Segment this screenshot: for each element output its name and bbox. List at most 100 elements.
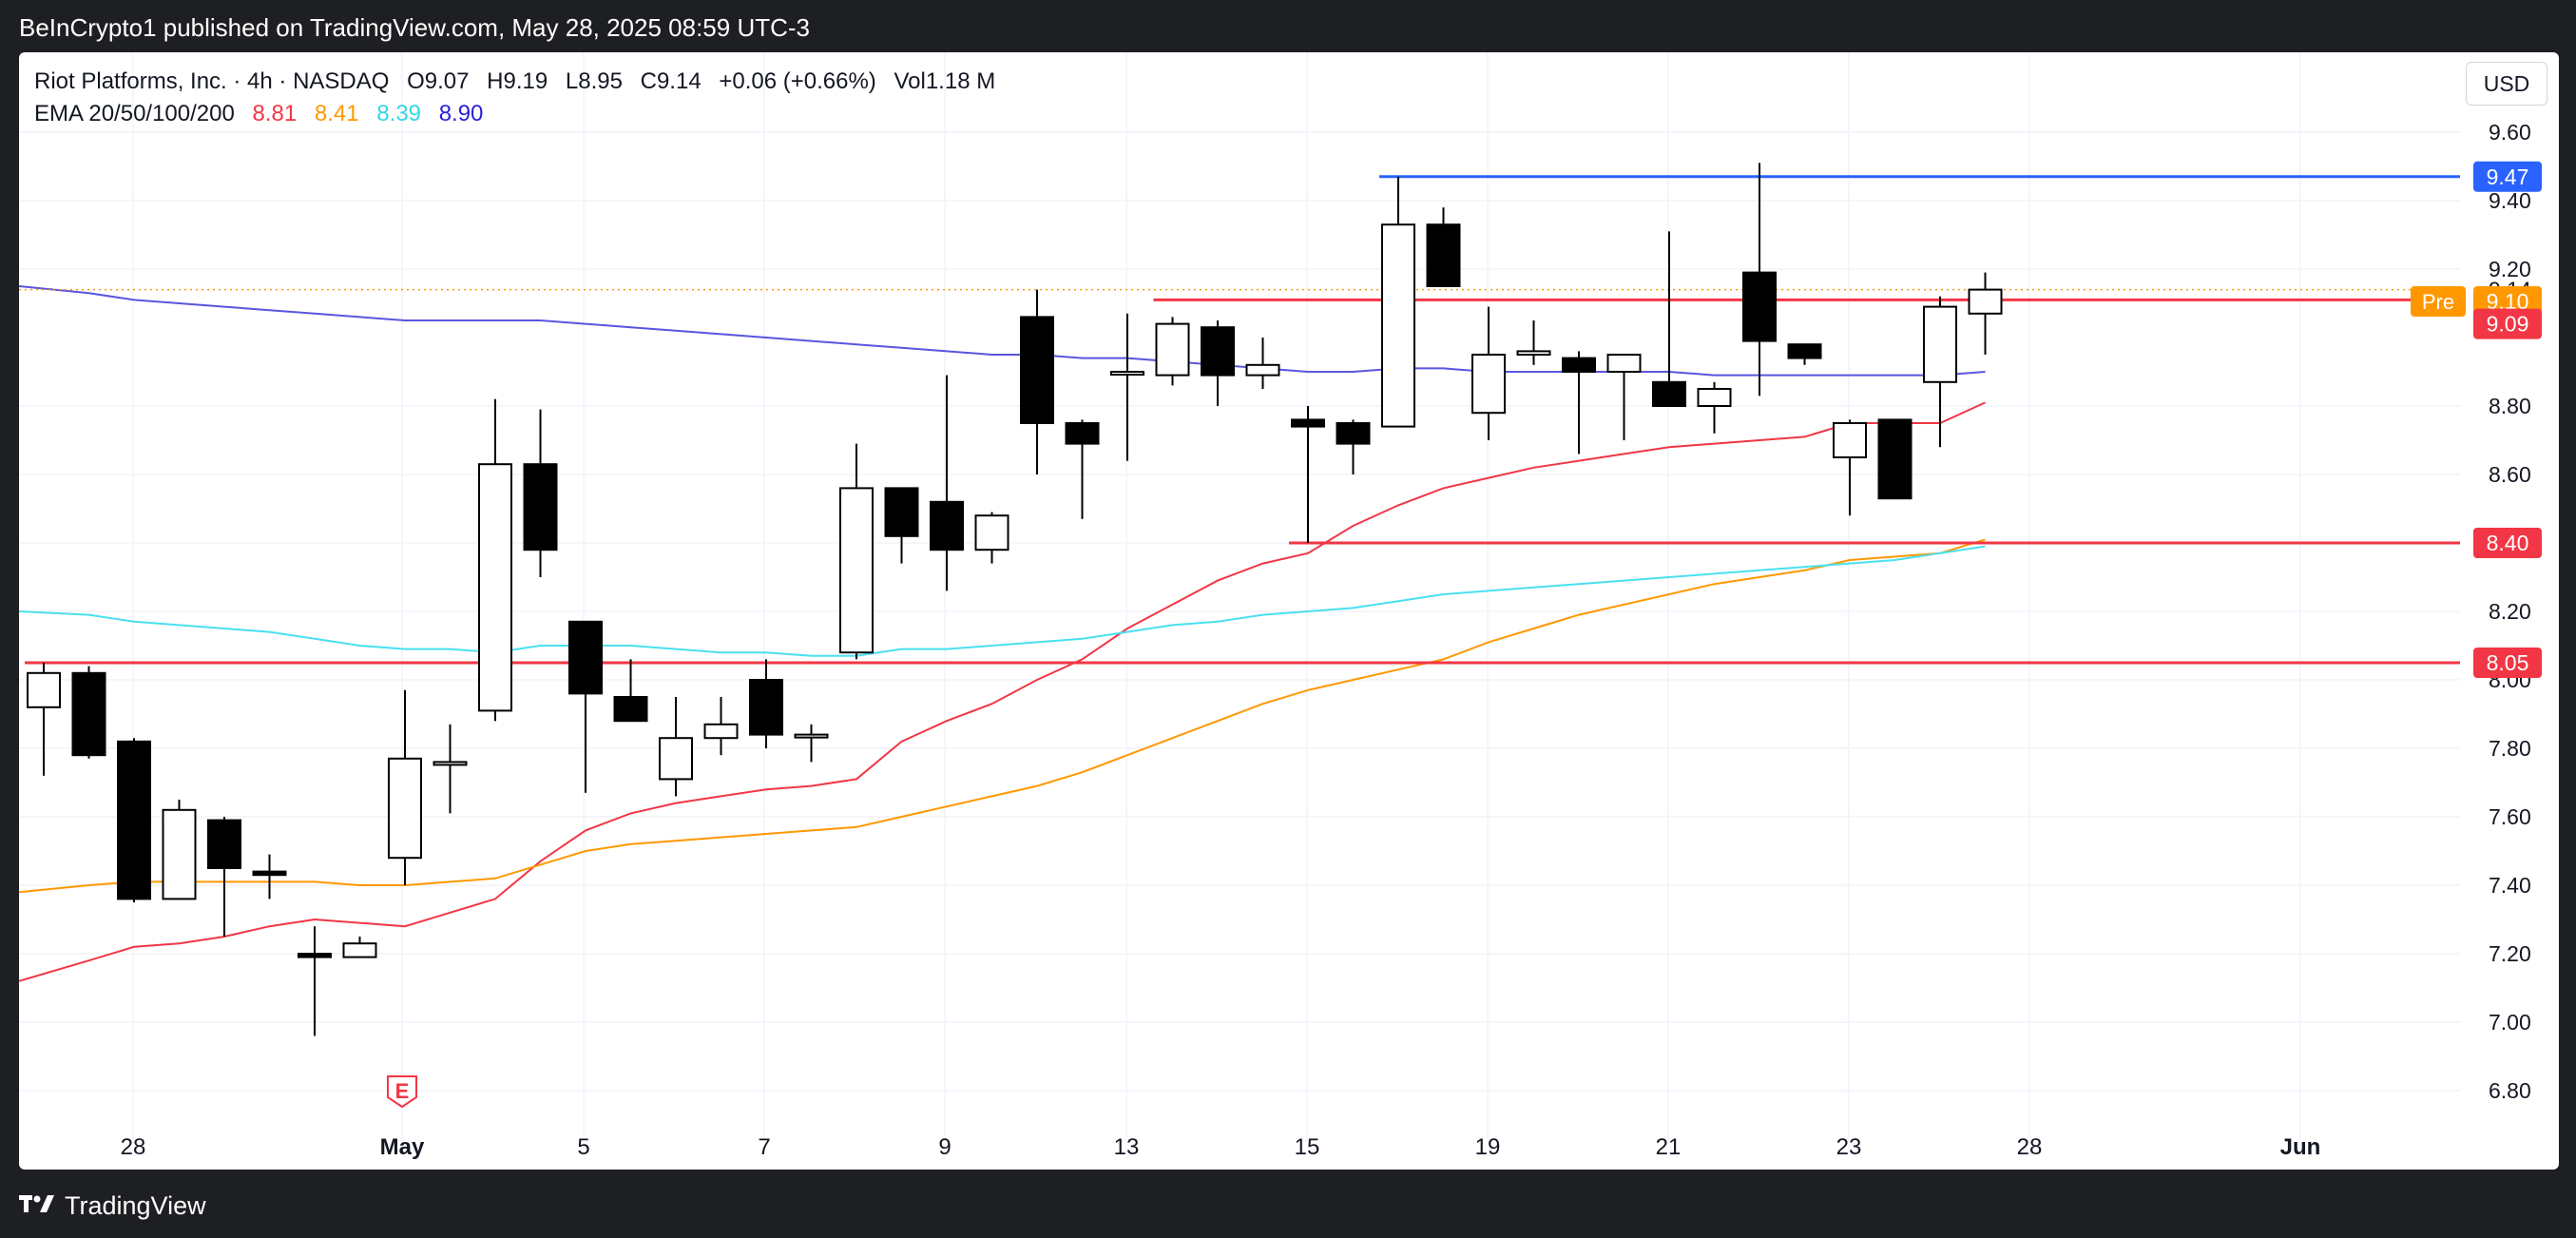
candle[interactable] [1471,306,1506,440]
candle[interactable] [1381,176,1415,428]
candle[interactable] [1516,320,1551,365]
candlestick-chart[interactable]: 9.609.409.208.808.608.408.208.007.807.60… [19,52,2559,1170]
candle[interactable] [1426,207,1461,287]
candle[interactable] [252,854,287,899]
candle[interactable] [27,663,61,776]
candle[interactable] [930,375,964,591]
ema50-value: 8.41 [314,101,359,126]
earnings-marker-shape [387,1075,417,1109]
candle[interactable] [478,398,512,722]
y-tick-label: 7.00 [2489,1010,2531,1035]
candle-body [1245,363,1280,377]
candle[interactable] [1923,296,1957,448]
candle[interactable] [1833,419,1867,516]
candle[interactable] [1652,231,1686,407]
candle-body [974,514,1009,551]
ema200-value: 8.90 [438,101,484,126]
candle-body [659,737,693,781]
candle[interactable] [207,817,241,937]
candle-body [1155,322,1190,377]
candle[interactable] [884,487,919,564]
premarket-tag-label: Pre [2422,290,2454,314]
level-price-tag-bg [2473,648,2542,678]
price-tag-bg [2473,308,2542,339]
candle[interactable] [117,738,151,902]
level-price-tag-bg [2473,161,2542,192]
level-price-tag-bg [2473,528,2542,558]
candle[interactable] [749,659,783,748]
candle[interactable] [1787,343,1822,365]
ema200-line [19,285,1986,377]
x-tick-label: 28 [2017,1134,2043,1160]
ema100-value: 8.39 [376,101,422,126]
chart-panel[interactable]: 9.609.409.208.808.608.408.208.007.807.60… [19,52,2559,1170]
level-price-tag[interactable]: 8.40 [2473,528,2542,558]
candle-body [433,761,468,766]
candle[interactable] [1697,381,1732,434]
y-tick-label: 8.60 [2489,462,2531,487]
candle-body [27,671,61,708]
candle-body [884,487,919,537]
ema20-value: 8.81 [252,101,298,126]
candle[interactable] [298,926,332,1036]
candle-body [1426,223,1461,287]
symbol-title[interactable]: Riot Platforms, Inc. · 4h · NASDAQ [34,68,390,94]
candle[interactable] [1245,338,1280,389]
y-tick-label: 7.20 [2489,941,2531,966]
candle[interactable] [1291,406,1325,543]
candle[interactable] [1742,163,1777,397]
candle-body [523,463,558,551]
candle-body [478,463,512,712]
candle[interactable] [1201,320,1235,406]
candle-body [388,757,422,860]
close-value: C9.14 [640,68,702,94]
candle[interactable] [1336,419,1371,474]
candle-body [207,819,241,869]
ema-indicator-label[interactable]: EMA 20/50/100/200 [34,101,235,126]
x-tick-label: 28 [121,1134,146,1160]
candle[interactable] [1155,317,1190,386]
candle-body [1562,357,1596,374]
tradingview-logo[interactable]: TradingView [19,1190,206,1221]
level-price-tag[interactable]: 9.47 [2473,161,2542,192]
level-price-tag-label: 8.05 [2487,650,2529,675]
y-tick-label: 9.60 [2489,120,2531,145]
candle[interactable] [1110,313,1144,461]
candle[interactable] [703,697,739,756]
candle[interactable] [613,659,648,723]
candle-body [1652,380,1686,407]
candle[interactable] [839,443,874,660]
candle[interactable] [1877,418,1913,500]
candle[interactable] [523,409,558,577]
y-tick-label: 7.40 [2489,873,2531,898]
candle[interactable] [1562,351,1596,455]
candle[interactable] [1968,272,2003,355]
price-tag-label: 9.09 [2487,312,2529,337]
candle[interactable] [1606,354,1642,440]
candle[interactable] [974,512,1009,564]
low-value: L8.95 [565,68,623,94]
candle[interactable] [1065,419,1100,519]
candle[interactable] [388,689,422,885]
candle[interactable] [162,800,197,900]
candle-body [1020,316,1054,424]
candle[interactable] [71,666,106,759]
candle[interactable] [794,724,829,763]
x-tick-label: 15 [1295,1134,1320,1160]
candle[interactable] [1020,289,1054,474]
level-price-tag-label: 9.47 [2487,164,2529,189]
candle-body [568,620,603,695]
candle[interactable] [342,937,377,958]
candle[interactable] [659,697,693,797]
x-tick-label: 9 [938,1134,951,1160]
earnings-marker[interactable]: E [387,1075,417,1109]
currency-button[interactable]: USD [2466,62,2547,106]
change-value: +0.06 (+0.66%) [719,68,876,94]
candle-body [1516,350,1551,356]
volume-value: Vol1.18 M [894,68,996,94]
candle[interactable] [568,620,603,793]
candle[interactable] [433,724,468,814]
x-tick-label: 21 [1656,1134,1682,1160]
level-price-tag[interactable]: 8.05 [2473,648,2542,678]
current-price-tag[interactable]: 9.09 [2473,308,2542,339]
